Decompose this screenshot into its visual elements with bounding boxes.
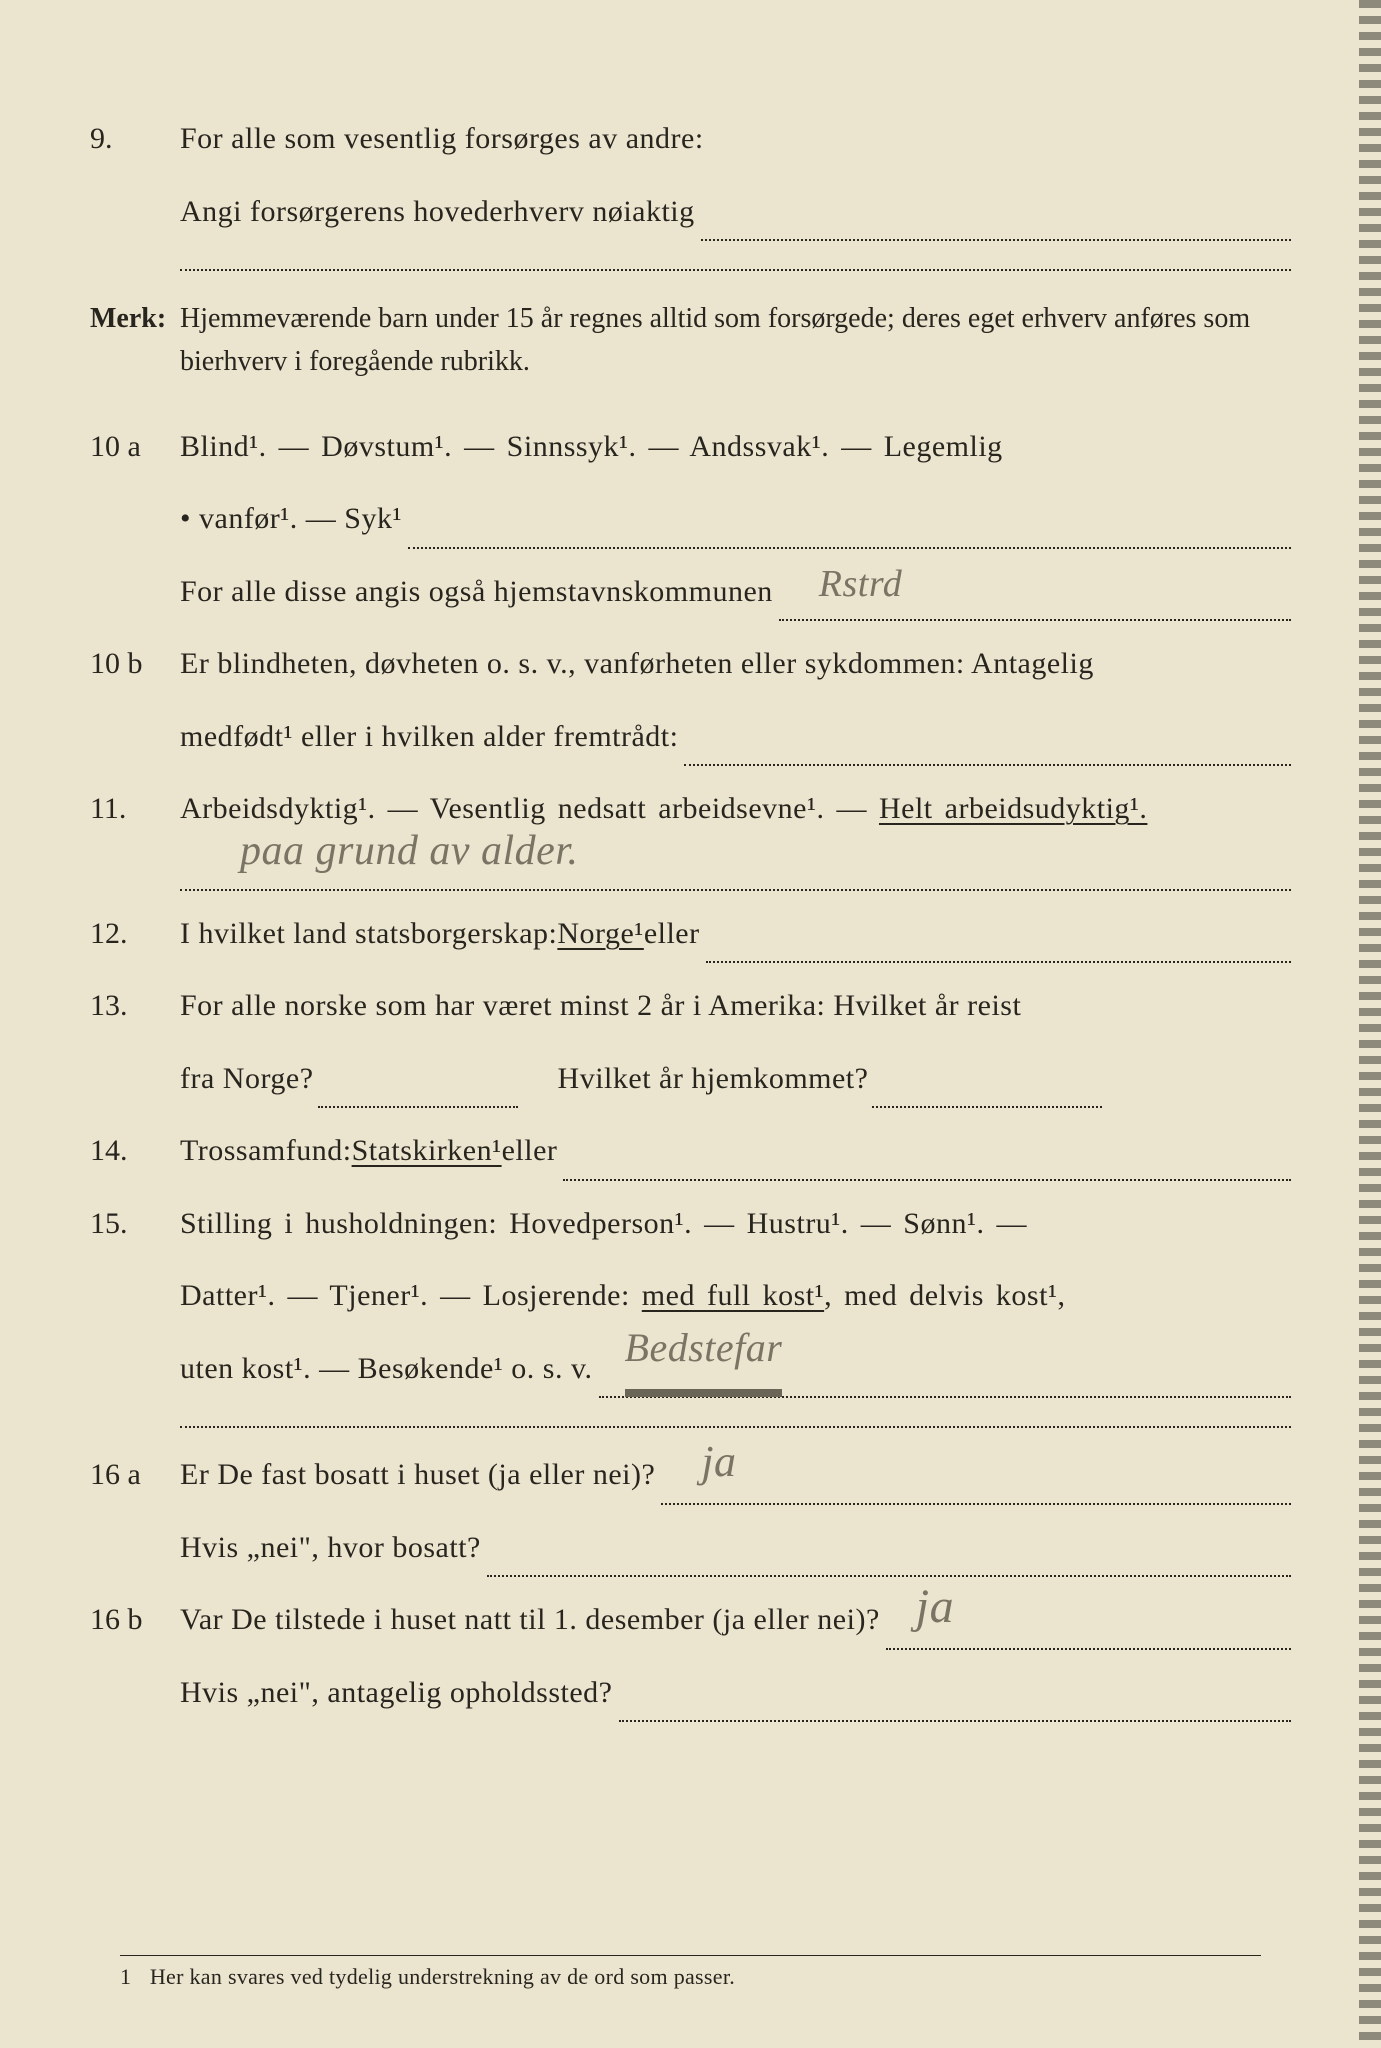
q15-number: 15. [90,1195,180,1254]
q9-blank1[interactable] [701,183,1291,242]
q13-number: 13. [90,977,180,1036]
q15-options1: Stilling i husholdningen: Hovedperson¹. … [180,1195,1291,1254]
merk-note: Merk: Hjemmeværende barn under 15 år reg… [90,297,1291,384]
q10a-options1: Blind¹. — Døvstum¹. — Sinnssyk¹. — Andss… [180,418,1291,477]
footnote-marker: 1 [120,1964,144,1990]
q15-medfullkost-underlined: med full kost¹ [642,1279,824,1312]
q15-line3: uten kost¹. — Besøkende¹ o. s. v. Bedste… [90,1340,1291,1399]
q15-line2-before: Datter¹. — Tjener¹. — Losjerende: [180,1279,642,1312]
q11-blank[interactable]: paa grund av alder. [180,853,1291,891]
q15-line3-before: uten kost¹. — Besøkende¹ o. s. v. [180,1340,593,1399]
q14-text-before: Trossamfund: [180,1122,352,1181]
q16b-line2: Hvis „nei", antagelig opholdssted? [90,1664,1291,1723]
q9-number: 9. [90,110,180,169]
q16a-line2: Hvis „nei", hvor bosatt? [90,1519,1291,1578]
q12-text-before: I hvilket land statsborgerskap: [180,905,557,964]
q11-number: 11. [90,780,180,839]
q13-blank-b[interactable] [872,1050,1102,1109]
q13-label-b: Hvilket år hjemkommet? [558,1050,869,1109]
q13-line1: 13. For alle norske som har været minst … [90,977,1291,1036]
q10a-line3: For alle disse angis også hjemstavnskomm… [90,563,1291,622]
q10b-label2: medfødt¹ eller i hvilken alder fremtrådt… [180,708,678,767]
q10b-line1: 10 b Er blindheten, døvheten o. s. v., v… [90,635,1291,694]
footnote: 1 Her kan svares ved tydelig understrekn… [120,1955,1261,1990]
q16b-blank2[interactable] [619,1664,1292,1723]
q13-label-a: fra Norge? [180,1050,314,1109]
q13-text1: For alle norske som har været minst 2 år… [180,977,1291,1036]
q16b-number: 16 b [90,1591,180,1650]
q16b-handwritten: ja [916,1560,954,1654]
q10a-line1: 10 a Blind¹. — Døvstum¹. — Sinnssyk¹. — … [90,418,1291,477]
q10a-number: 10 a [90,418,180,477]
q10a-blank-syk[interactable] [408,490,1291,549]
q12-blank[interactable] [706,905,1291,964]
census-form-page: 9. For alle som vesentlig forsørges av a… [0,0,1381,2048]
q9-blank2[interactable] [180,269,1291,271]
q14: 14. Trossamfund: Statskirken¹ eller [90,1122,1291,1181]
q12-norge-underlined: Norge¹ [557,905,643,964]
q10a-options2: • vanfør¹. — Syk¹ [180,490,402,549]
q16b-blank1[interactable]: ja [886,1591,1291,1650]
q12: 12. I hvilket land statsborgerskap: Norg… [90,905,1291,964]
q15-line1: 15. Stilling i husholdningen: Hovedperso… [90,1195,1291,1254]
q12-number: 12. [90,905,180,964]
q10b-number: 10 b [90,635,180,694]
q9-label2: Angi forsørgerens hovederhverv nøiaktig [180,183,695,242]
q10a-commune-label: For alle disse angis også hjemstavnskomm… [180,563,773,622]
q16b-label2: Hvis „nei", antagelig opholdssted? [180,1664,613,1723]
q13-line2: fra Norge? Hvilket år hjemkommet? [90,1050,1291,1109]
q14-number: 14. [90,1122,180,1181]
q9-line1: 9. For alle som vesentlig forsørges av a… [90,110,1291,169]
q10b-text1: Er blindheten, døvheten o. s. v., vanfør… [180,635,1291,694]
q16a-blank1[interactable]: ja [661,1446,1291,1505]
q16a-label2: Hvis „nei", hvor bosatt? [180,1519,481,1578]
q10b-blank[interactable] [684,708,1291,767]
q15-handwritten: Bedstefar [625,1309,783,1392]
q15-blank[interactable]: Bedstefar [599,1340,1291,1399]
q16b-label1: Var De tilstede i huset natt til 1. dese… [180,1591,880,1650]
q10a-handwritten-commune: Rstrd [819,547,902,621]
q16b-line1: 16 b Var De tilstede i huset natt til 1.… [90,1591,1291,1650]
q16a-line1: 16 a Er De fast bosatt i huset (ja eller… [90,1446,1291,1505]
q9-text1: For alle som vesentlig forsørges av andr… [180,110,1291,169]
q11-selected-underlined: Helt arbeidsudyktig¹. [879,792,1147,825]
merk-text: Hjemmeværende barn under 15 år regnes al… [180,297,1291,384]
q10a-commune-blank[interactable]: Rstrd [779,563,1291,622]
q16a-handwritten: ja [701,1419,736,1505]
q14-statskirken-underlined: Statskirken¹ [352,1122,502,1181]
q12-text-after: eller [644,905,700,964]
q11-line2: paa grund av alder. [90,853,1291,891]
q16a-number: 16 a [90,1446,180,1505]
q16a-label1: Er De fast bosatt i huset (ja eller nei)… [180,1446,655,1505]
q10a-line2: • vanfør¹. — Syk¹ [90,490,1291,549]
q9-line2: Angi forsørgerens hovederhverv nøiaktig [90,183,1291,242]
q11-handwritten: paa grund av alder. [240,811,579,893]
q14-text-after: eller [502,1122,558,1181]
q14-blank[interactable] [563,1122,1291,1181]
q16a-blank2[interactable] [487,1519,1291,1578]
merk-label: Merk: [90,297,180,384]
footnote-text: Her kan svares ved tydelig understreknin… [150,1964,735,1989]
q15-line2-after: , med delvis kost¹, [824,1279,1065,1312]
q13-blank-a[interactable] [318,1050,518,1109]
q10b-line2: medfødt¹ eller i hvilken alder fremtrådt… [90,708,1291,767]
